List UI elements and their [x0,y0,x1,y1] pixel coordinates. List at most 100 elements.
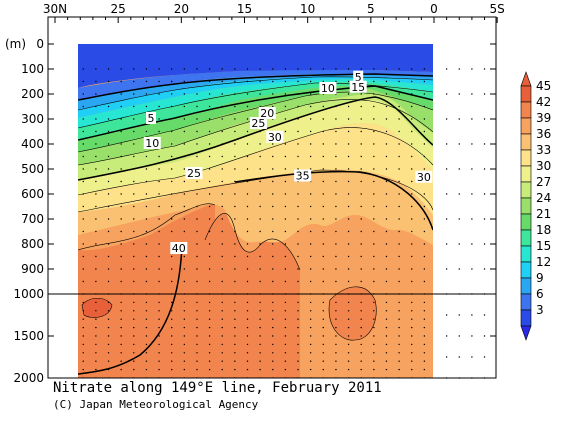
colorbar-segment [520,181,532,199]
sample-point [411,368,413,371]
sample-point [347,352,350,354]
sample-point [95,368,97,371]
sample-point [145,310,148,312]
grid-point [471,356,473,358]
colorbar-segment [520,149,532,167]
sample-point [221,301,223,304]
sample-point [423,243,426,245]
sample-point [133,243,135,245]
sample-point [335,180,337,183]
sample-point [322,243,324,245]
sample-point [284,155,287,158]
sample-point [259,180,261,183]
sample-point [360,180,362,183]
sample-point [221,230,223,233]
sample-point [373,368,375,371]
sample-point [246,155,249,158]
grid-point [471,218,473,220]
sample-point [423,326,426,329]
sample-point [133,205,135,208]
sample-point [183,143,186,145]
sample-point [221,193,223,195]
sample-point [411,268,413,270]
sample-point [360,310,362,312]
sample-point [272,143,274,145]
grid-point [483,243,486,245]
sample-point [196,230,198,233]
contour-label-bg [349,80,367,93]
sample-point [347,368,350,371]
sample-point [107,255,110,258]
sample-point [335,205,337,208]
colorbar-label: 36 [536,127,551,141]
grid-point [445,193,448,195]
sample-point [335,268,337,270]
sample-point [385,68,388,70]
grid-point [483,68,486,70]
sample-point [335,130,337,133]
sample-point [398,218,400,220]
sample-point [398,230,400,233]
contour-label: 5 [148,112,155,125]
sample-point [133,68,135,70]
sample-point [385,168,388,170]
sample-point [221,93,223,95]
sample-point [183,218,186,220]
sample-point [284,130,287,133]
sample-point [398,130,400,133]
sample-point [398,360,400,362]
sample-point [234,301,236,304]
contour-label-bg [294,169,312,182]
sample-point [82,143,84,145]
sample-point [360,318,362,320]
sample-point [221,318,223,320]
sample-point [297,68,299,70]
contour-label-bg [146,112,157,124]
sample-point [246,180,249,183]
sample-point [411,130,413,133]
sample-point [158,193,160,195]
x-tick-label: 5 [367,2,375,16]
sample-point [145,93,148,95]
sample-point [183,93,186,95]
sample-point [82,280,84,283]
sample-point [347,80,350,83]
sample-point [423,360,426,362]
sample-point [208,118,211,120]
sample-point [221,105,223,108]
sample-point [347,255,350,258]
colorbar-label: 21 [536,207,551,221]
sample-point [373,193,375,195]
x-tick-label: 25 [111,2,126,16]
sample-point [272,205,274,208]
contour-label: 5 [355,71,362,84]
sample-point [259,105,261,108]
y-tick-label: 300 [21,112,44,126]
sample-point [309,218,312,220]
sample-point [133,93,135,95]
sample-point [95,105,97,108]
sample-point [297,155,299,158]
sample-point [347,301,350,304]
sample-point [385,80,388,83]
sample-point [107,352,110,354]
grid-point [445,243,448,245]
sample-point [385,326,388,329]
sample-point [234,335,236,337]
sample-point [107,155,110,158]
sample-point [208,343,211,346]
sample-point [385,352,388,354]
sample-point [297,168,299,170]
sample-point [208,318,211,320]
sample-point [385,180,388,183]
sample-point [82,318,84,320]
sample-point [107,335,110,337]
sample-point [82,335,84,337]
sample-point [423,268,426,270]
sample-point [284,255,287,258]
sample-point [208,268,211,270]
sample-point [385,318,388,320]
sample-point [234,118,236,120]
sample-point [411,193,413,195]
grid-point [471,377,473,379]
